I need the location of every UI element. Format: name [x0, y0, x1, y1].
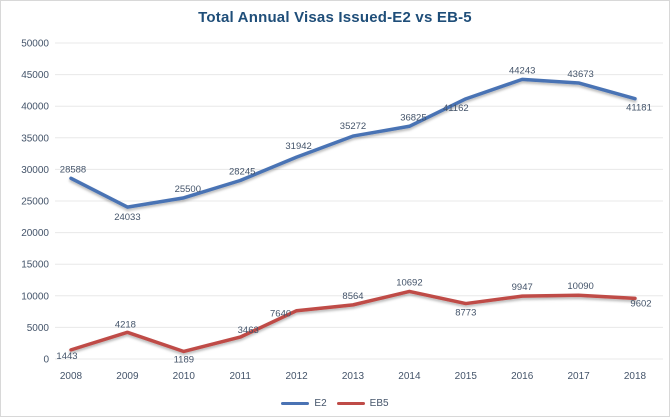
- legend-item-e2: E2: [281, 398, 327, 409]
- x-axis-tick-label: 2013: [342, 371, 365, 382]
- data-label-eb5: 9602: [630, 298, 651, 309]
- data-label-e2: 44243: [509, 65, 535, 76]
- x-axis-tick-label: 2010: [173, 371, 196, 382]
- x-axis-tick-label: 2012: [285, 371, 308, 382]
- y-axis-tick-label: 20000: [21, 228, 49, 239]
- legend-line-swatch-e2: [281, 402, 310, 405]
- x-axis-tick-label: 2014: [398, 371, 421, 382]
- chart-legend: E2 EB5: [1, 398, 669, 409]
- y-axis-tick-label: 25000: [21, 197, 49, 208]
- data-label-eb5: 10692: [396, 277, 422, 288]
- data-label-eb5: 1443: [56, 351, 77, 362]
- x-axis-tick-label: 2015: [455, 371, 478, 382]
- data-label-e2: 41181: [626, 103, 652, 114]
- data-label-eb5: 9947: [512, 282, 533, 293]
- legend-label-eb5: EB5: [369, 398, 389, 409]
- x-axis-tick-label: 2011: [229, 371, 251, 382]
- data-label-eb5: 8773: [455, 308, 476, 319]
- legend-label-e2: E2: [314, 398, 327, 409]
- data-label-eb5: 7640: [270, 309, 291, 320]
- data-label-eb5: 4218: [115, 319, 136, 330]
- data-label-eb5: 10090: [567, 281, 593, 292]
- y-axis-tick-label: 10000: [21, 291, 49, 302]
- y-axis-tick-label: 0: [43, 355, 49, 366]
- y-axis-tick-label: 5000: [27, 323, 50, 334]
- x-axis-tick-label: 2009: [116, 371, 139, 382]
- data-label-e2: 28588: [60, 164, 86, 175]
- data-label-e2: 41162: [443, 103, 469, 114]
- legend-line-swatch-eb5: [336, 402, 365, 405]
- y-axis-tick-label: 40000: [21, 102, 49, 113]
- data-label-e2: 36825: [400, 112, 426, 123]
- data-label-e2: 24033: [114, 212, 140, 223]
- x-axis-tick-label: 2017: [567, 371, 590, 382]
- data-label-eb5: 8564: [342, 291, 363, 302]
- data-label-e2: 25500: [175, 184, 201, 195]
- series-line-eb5: [69, 289, 637, 354]
- x-axis-tick-label: 2018: [624, 371, 647, 382]
- chart-title: Total Annual Visas Issued-E2 vs EB-5: [198, 9, 472, 26]
- y-axis-tick-label: 15000: [21, 260, 49, 271]
- data-label-eb5: 3463: [238, 325, 259, 336]
- y-axis-tick-label: 30000: [21, 165, 49, 176]
- data-label-e2: 28245: [229, 166, 255, 177]
- x-axis-tick-label: 2016: [511, 371, 534, 382]
- data-label-e2: 35272: [340, 121, 366, 132]
- data-label-e2: 43673: [567, 69, 593, 80]
- data-label-eb5: 1189: [174, 354, 194, 365]
- series-line-e2: [69, 77, 637, 209]
- y-axis-tick-label: 45000: [21, 70, 49, 81]
- y-axis-tick-label: 35000: [21, 133, 49, 144]
- y-axis-tick-label: 50000: [21, 39, 49, 50]
- data-label-e2: 31942: [285, 141, 311, 152]
- legend-item-eb5: EB5: [336, 398, 389, 409]
- x-axis-tick-label: 2008: [60, 371, 83, 382]
